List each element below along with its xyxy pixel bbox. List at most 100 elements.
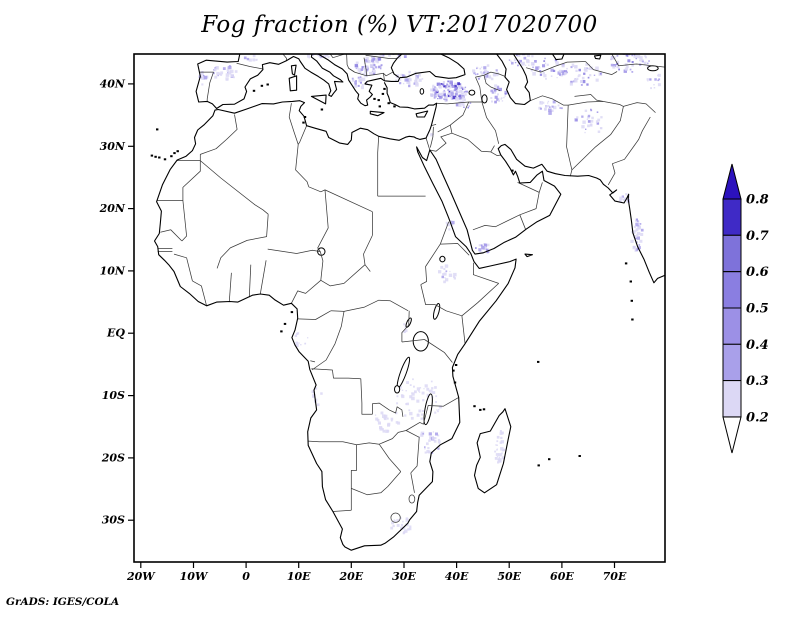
island-dot	[156, 128, 159, 131]
fog-patch	[426, 442, 429, 446]
fog-patch	[427, 447, 430, 450]
fog-patch	[638, 244, 641, 246]
fog-patch	[597, 130, 601, 133]
fog-patch	[561, 70, 564, 73]
fog-patch	[544, 107, 547, 111]
border-romania-bulgaria	[365, 54, 397, 59]
fog-patch	[214, 67, 217, 70]
fog-patch	[625, 193, 628, 196]
fog-patch	[464, 86, 467, 88]
fog-patch	[443, 280, 446, 284]
border-croatia-bosnia	[329, 54, 346, 59]
fog-patch	[316, 403, 320, 407]
fog-patch	[481, 245, 485, 250]
fog-patch	[630, 52, 632, 54]
axes: 20W 10W 0 10E 20E 30E 40E 50E 60E 70E 40N 30N 20N 10N…	[99, 53, 666, 583]
fog-patch	[619, 200, 623, 203]
fog-patch	[371, 59, 375, 63]
fog-patch	[503, 448, 505, 451]
fog-patch	[422, 410, 424, 412]
border-albania-serbia	[348, 67, 355, 73]
fog-patch	[494, 95, 498, 99]
fog-patch	[501, 100, 504, 102]
fog-patch	[510, 60, 512, 63]
island-dot	[170, 155, 173, 158]
fog-patch	[630, 239, 634, 243]
coastline-africa-levant-arabia-india	[153, 82, 665, 551]
y-tick-label: 10N	[100, 264, 126, 277]
fog-patch	[540, 107, 542, 110]
fog-patch	[498, 458, 502, 462]
border-iran-afghanistan-pakistan	[566, 105, 573, 177]
fog-patch	[418, 391, 421, 393]
fog-patch	[447, 86, 450, 89]
fog-patch	[523, 56, 527, 60]
fog-patch	[393, 519, 396, 521]
fog-patch	[454, 82, 458, 86]
fog-patch	[591, 116, 594, 120]
island-dot	[452, 369, 455, 372]
island-dot	[290, 311, 294, 314]
border-ethiopia-kenya	[434, 304, 463, 317]
fog-patch	[515, 62, 517, 64]
fog-patch	[453, 272, 457, 277]
fog-patch	[375, 66, 378, 69]
colorbar-over-arrow	[722, 163, 742, 200]
fog-patch	[362, 72, 365, 75]
fog-patch	[580, 84, 583, 86]
fog-patch	[647, 62, 649, 64]
fog-patch	[566, 71, 568, 74]
island-dot	[537, 464, 540, 467]
fog-patch	[435, 401, 437, 403]
fog-patch	[366, 67, 368, 69]
fog-patch	[380, 68, 382, 70]
fog-patch	[550, 75, 553, 77]
fog-patch	[437, 440, 441, 444]
fog-patch	[547, 100, 550, 103]
x-tick-label: 50E	[497, 570, 521, 583]
fog-patch	[542, 101, 545, 104]
fog-patch	[491, 100, 493, 103]
border-turkey-armenia-iran	[475, 76, 483, 103]
fog-patch	[390, 419, 393, 422]
fog-patch	[445, 221, 448, 224]
fog-patch	[217, 74, 219, 77]
fog-patch	[511, 61, 514, 65]
fog-patch	[214, 68, 217, 71]
fog-patch	[587, 76, 590, 79]
border-afghanistan-pakistan	[571, 106, 624, 171]
fog-patch	[574, 65, 578, 69]
fog-patch	[584, 109, 588, 112]
fog-patch	[460, 86, 463, 89]
fog-patch	[544, 62, 547, 64]
fog-patch	[323, 51, 324, 52]
fog-patch	[637, 220, 639, 222]
fog-patch	[415, 79, 418, 82]
fog-patch	[419, 387, 422, 389]
fog-patch	[402, 526, 406, 529]
fog-patch	[639, 226, 641, 228]
fog-patch	[401, 394, 405, 399]
fog-patch	[418, 436, 420, 438]
fog-patch	[430, 88, 434, 92]
grads-credit: GrADS: IGES/COLA	[6, 596, 120, 608]
fog-patch	[538, 66, 540, 68]
fog-patch	[361, 84, 364, 87]
fog-patch	[392, 524, 395, 528]
fog-patch	[455, 103, 459, 107]
fog-patch	[230, 74, 234, 78]
border-cameroon-gabon	[297, 310, 331, 320]
fog-patch	[442, 83, 445, 86]
fog-patch	[408, 78, 412, 82]
fog-patch	[532, 66, 534, 68]
fog-patch	[557, 104, 560, 107]
lake-lake-tanganyika	[396, 356, 411, 389]
fog-patch	[449, 270, 451, 273]
fog-patch	[445, 270, 448, 273]
fog-patch	[445, 278, 449, 282]
border-spain-france	[236, 62, 263, 70]
fog-patch	[411, 392, 415, 396]
fog-patch	[413, 385, 415, 388]
fog-patch	[395, 412, 398, 415]
island-madagascar	[473, 408, 512, 494]
